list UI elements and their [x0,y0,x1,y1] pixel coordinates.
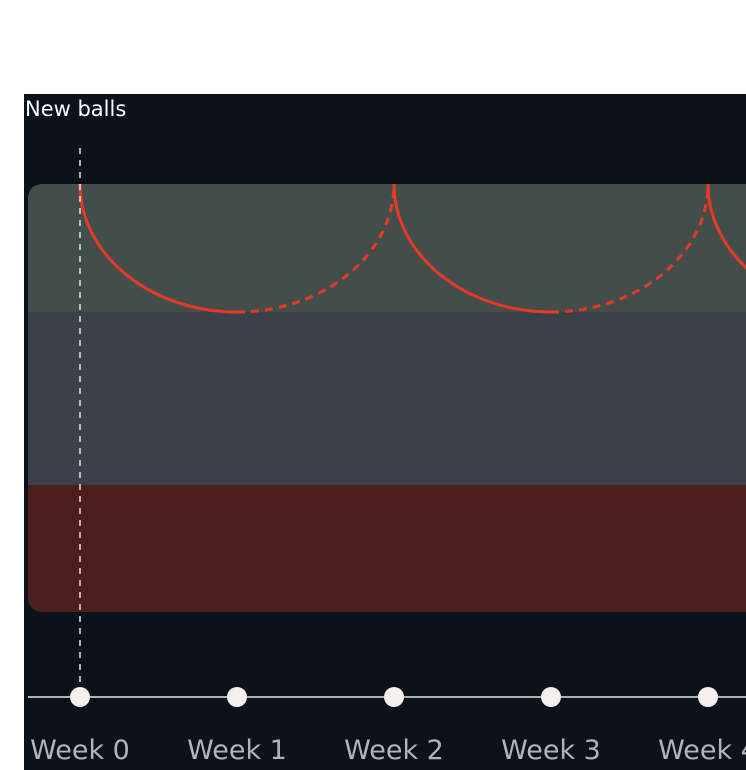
band-top [28,184,746,312]
band-bottom [28,485,746,612]
week-label: Week 1 [187,735,287,766]
week-dot [698,687,718,707]
week-dot [227,687,247,707]
marker-label: New balls [25,97,126,121]
week-label: Week 0 [30,735,130,766]
week-dot [70,687,90,707]
week-label: Week 2 [344,735,444,766]
week-dot [384,687,404,707]
week-label: Week 4 [658,735,746,766]
week-dot [541,687,561,707]
week-label: Week 3 [501,735,601,766]
